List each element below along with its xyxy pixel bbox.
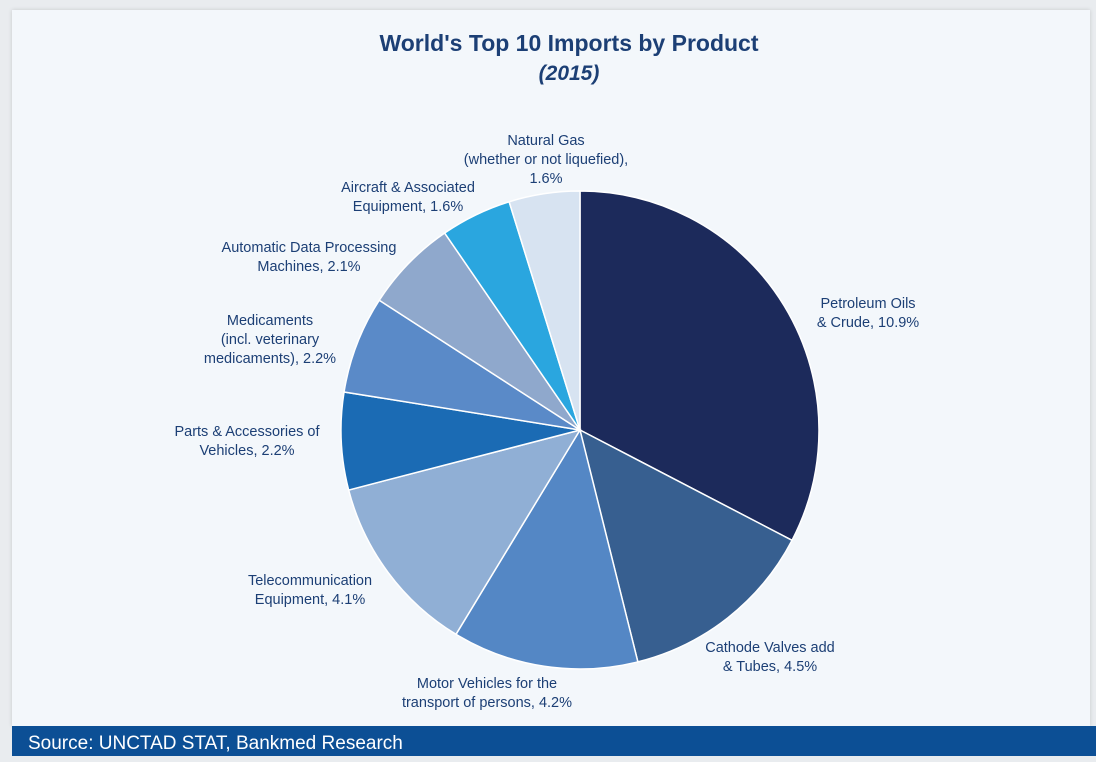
slice-label-9: Natural Gas (whether or not liquefied), 1.…: [464, 133, 628, 187]
slice-label-2: Cathode Valves add & Tubes, 4.5%: [705, 640, 835, 675]
slice-label-5: Parts & Accessories of Vehicles, 2.2%: [174, 424, 320, 459]
slice-label-8: Aircraft & Associated Equipment, 1.6%: [341, 180, 475, 215]
pie-slice-2: [578, 428, 794, 663]
slice-label-6: Medicaments (incl. veterinary medicaments)…: [204, 313, 336, 367]
slice-label-4: Telecommunication Equipment, 4.1%: [248, 573, 372, 608]
pie-slice-4: [347, 428, 582, 636]
source-footer: Source: UNCTAD STAT, Bankmed Research: [12, 726, 1096, 756]
pie-slice-1: [579, 190, 820, 542]
slice-label-1: Petroleum Oils & Crude, 10.9%: [817, 296, 919, 331]
chart-subtitle: (2015): [538, 62, 600, 85]
slice-label-7: Automatic Data Processing Machines, 2.1%: [222, 240, 397, 275]
chart-title: World's Top 10 Imports by Product: [379, 30, 759, 56]
pie-slice-3: [454, 428, 639, 670]
slice-label-3: Motor Vehicles for the transport of perso…: [402, 676, 572, 711]
pie-slice-9: [508, 190, 581, 431]
